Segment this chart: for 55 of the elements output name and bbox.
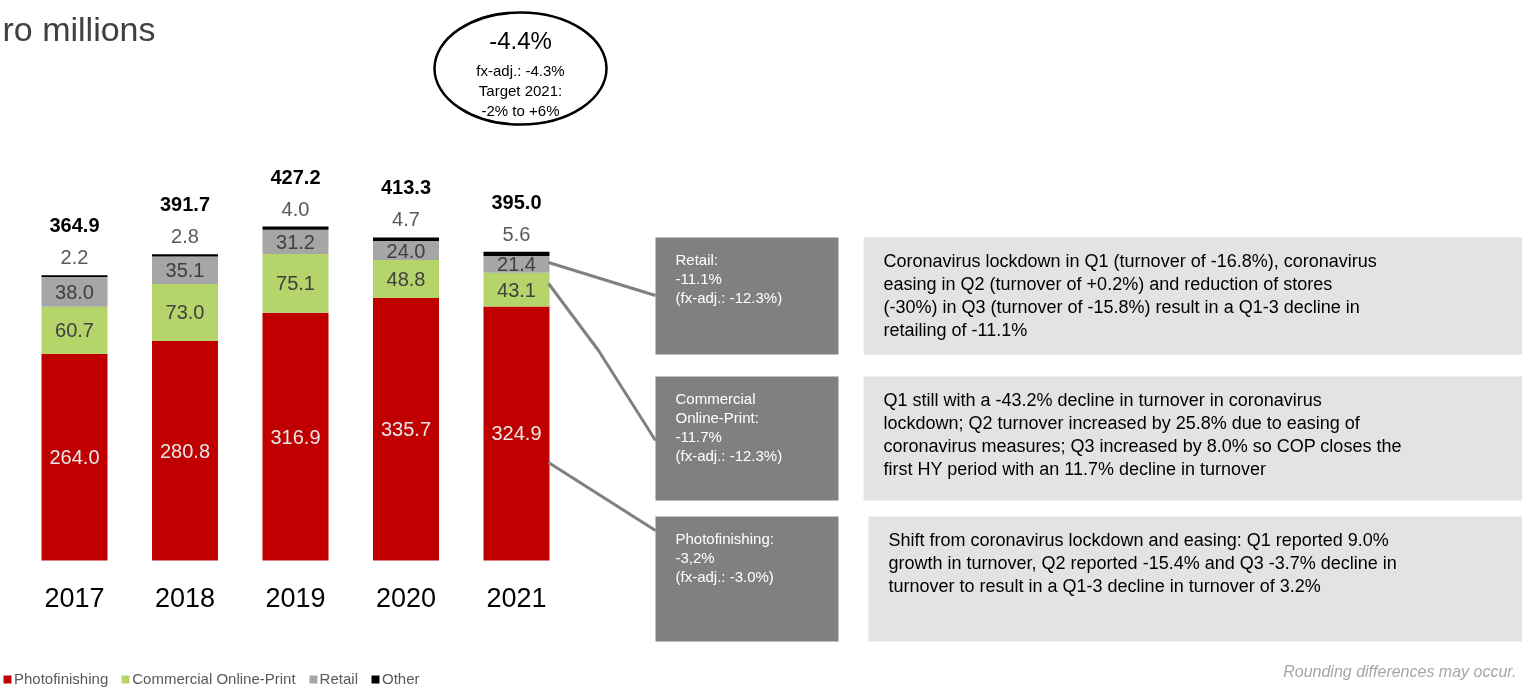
bar [262, 226, 329, 230]
bar [152, 283, 218, 341]
bar [41, 354, 108, 561]
bar [262, 254, 329, 313]
text: Rounding differences may occur. [1283, 663, 1517, 680]
data-label: 335.7 [380, 418, 432, 441]
total-label: 395.0 [491, 190, 542, 213]
text: Retail: -11.1% (fx-adj.: -12.3%) [675, 251, 783, 306]
data-label: 60.7 [55, 319, 94, 342]
chart-title: ro millions [2, 9, 156, 48]
total-label: 413.3 [380, 176, 432, 199]
bar [41, 306, 108, 355]
text: Q1 still with a -43.2% decline in turnover in coronavirus lockdown; Q2 turnover increased by 25.8% due to easing of coronavirus measures; Q3 increased by 8.0% so COP closes the first HY period with an 11.7% decline in turnover [883, 389, 1402, 479]
text: -4.4% fx-adj.: -4.3% Target 2021: -2% to +6% [476, 27, 565, 119]
data-label: 35.1 [165, 259, 205, 282]
x-tick-label: 2019 [265, 583, 326, 613]
x-tick-label: 2017 [44, 583, 105, 613]
legend-label: Retail [319, 670, 358, 687]
data-label: 2.2 [60, 246, 89, 269]
bar [262, 312, 329, 561]
data-label: 75.1 [276, 272, 315, 295]
data-label: 43.1 [497, 278, 536, 301]
data-label: 316.9 [270, 425, 321, 448]
data-label: 31.2 [276, 230, 315, 253]
data-label: 4.0 [281, 197, 310, 220]
total-label: 364.9 [49, 214, 100, 237]
bar [152, 340, 218, 561]
total-label: 427.2 [270, 165, 321, 188]
bar [483, 251, 550, 257]
x-tick-label: 2020 [375, 583, 437, 613]
text: Shift from coronavirus lockdown and easing: Q1 reported 9.0% growth in turnover, Q2 reported -15.4% and Q3 -3.7% decline in turnover to result in a Q1-3 decline in turnover of 3.2% [888, 529, 1397, 596]
bar [152, 254, 218, 257]
bar [483, 306, 550, 561]
data-label: 21.4 [497, 253, 536, 276]
data-label: 24.0 [386, 239, 426, 262]
x-tick-label: 2018 [154, 583, 216, 613]
data-label: 4.7 [392, 208, 420, 231]
data-label: 324.9 [491, 422, 542, 445]
legend-label: Other [381, 670, 420, 687]
data-label: 264.0 [49, 446, 100, 469]
legend-label: Photofinishing [14, 670, 109, 687]
data-label: 280.8 [159, 439, 211, 462]
data-label: 73.0 [165, 301, 205, 324]
bar [373, 298, 439, 561]
total-label: 391.7 [159, 193, 211, 216]
text: Commercial Online-Print: -11.7% (fx-adj.: -12.3%) [675, 390, 783, 464]
text: Photofinishing: -3,2% (fx-adj.: -3.0%) [675, 530, 774, 585]
x-tick-label: 2021 [486, 583, 547, 613]
data-label: 5.6 [502, 222, 531, 245]
text: Coronavirus lockdown in Q1 (turnover of -16.8%), coronavirus easing in Q2 (turnover of +0.2%) and reduction of stores (-30%) in Q3 (turnover of -15.8%) result in a Q1-3 decline in retailing of -11.1% [883, 250, 1377, 340]
bar [373, 237, 439, 242]
legend-label: Commercial Online-Print [132, 670, 296, 687]
data-label: 38.0 [55, 280, 94, 303]
data-label: 48.8 [386, 267, 426, 290]
data-label: 2.8 [171, 225, 199, 248]
